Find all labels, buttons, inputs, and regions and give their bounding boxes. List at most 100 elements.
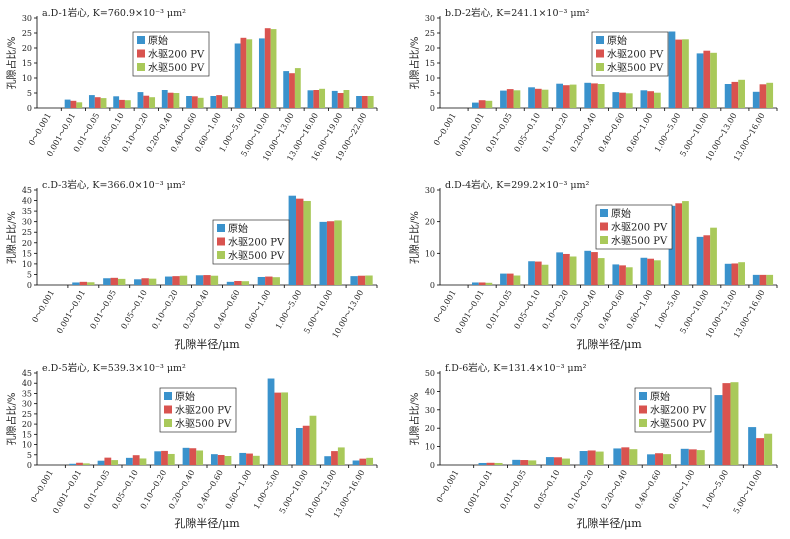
y-tick-label: 10 (22, 74, 32, 83)
y-tick-label: 25 (22, 228, 32, 237)
x-tick-label: 0～0.001 (432, 112, 458, 148)
legend-swatch (600, 222, 608, 231)
bar (240, 37, 247, 108)
y-tick-label: 35 (22, 207, 32, 216)
bar (584, 82, 592, 108)
chart-title: d.D-4岩心, K=299.2×10⁻³ μm² (445, 179, 590, 191)
bar (125, 457, 133, 465)
y-tick-label: 30 (425, 14, 435, 23)
bar (264, 28, 271, 109)
bar (82, 463, 90, 465)
bar (696, 53, 704, 108)
y-tick-label: 20 (425, 424, 435, 433)
bar (478, 282, 486, 285)
x-tick-label: 5.00～10.00 (678, 289, 710, 336)
bar (653, 92, 661, 108)
y-tick-label: 0 (430, 104, 435, 113)
y-tick-label: 10 (22, 260, 32, 269)
bar (494, 462, 503, 465)
bar (647, 454, 656, 465)
bar (132, 455, 140, 465)
x-tick-label: 0～0.001 (432, 289, 458, 325)
bar (647, 258, 654, 285)
chart-panel-2: 0 5 10 15 20 25 30 孔隙占比/% b.D-2岩心, K=241.1×10⁻³ … (408, 7, 778, 163)
legend-swatch (639, 405, 647, 414)
y-tick-label: 10 (425, 74, 435, 83)
legend-swatch (164, 392, 172, 400)
y-tick-label: 15 (22, 430, 32, 439)
bar (350, 276, 358, 285)
x-tick-label: 0.05～0.10 (532, 469, 562, 511)
x-tick-label: 0.05～0.10 (512, 289, 542, 331)
bar (653, 260, 661, 285)
bar (587, 450, 596, 465)
bar (619, 92, 626, 108)
bar (281, 392, 289, 465)
bar (569, 256, 577, 285)
x-tick-label: 0.40～0.60 (212, 289, 242, 331)
bar (326, 221, 335, 285)
bar (197, 97, 204, 108)
bar (167, 453, 175, 465)
legend-label: 水驱200 PV (148, 49, 205, 61)
chart-title: e.D-5岩心, K=539.3×10⁻³ μm² (42, 362, 186, 374)
x-tick-label: 13.00～16.00 (332, 469, 367, 520)
bar (246, 453, 253, 465)
x-tick-label: 0.01～0.05 (484, 289, 514, 331)
bar (752, 274, 760, 285)
bar (682, 201, 689, 285)
bar (613, 448, 622, 465)
bar (629, 449, 638, 465)
bar (513, 275, 521, 285)
bar (520, 460, 529, 465)
bar (79, 281, 88, 285)
x-tick-label: 1.00～5.00 (252, 469, 282, 511)
legend-box (634, 387, 712, 433)
x-tick-label: 0.20～0.40 (181, 289, 211, 331)
bar (182, 447, 190, 465)
y-tick-label: 45 (22, 186, 32, 195)
bar (640, 90, 648, 108)
bar (556, 252, 564, 285)
bar (625, 267, 633, 285)
bar (110, 277, 118, 285)
bar (352, 460, 360, 465)
bar (124, 100, 131, 108)
y-tick-label: 15 (425, 59, 435, 68)
y-tick-label: 50 (425, 369, 435, 378)
bar (724, 84, 732, 108)
y-tick-label: 40 (22, 197, 32, 206)
bar (485, 100, 493, 108)
legend-swatch (596, 36, 604, 44)
bar (512, 459, 521, 465)
bar (584, 250, 592, 285)
legend-label: 水驱200 PV (228, 237, 285, 249)
bar (696, 450, 705, 465)
bar (675, 39, 683, 108)
bar (217, 454, 225, 465)
bar (569, 84, 577, 108)
y-tick-label: 25 (22, 410, 32, 419)
legend-label: 原始 (175, 390, 195, 403)
bar (500, 90, 507, 108)
bar (72, 282, 80, 285)
x-tick-label: 0.05～0.10 (110, 469, 140, 511)
x-tick-label: 0.40～0.60 (597, 112, 627, 154)
y-tick-label: 30 (22, 400, 32, 409)
x-tick-label: 0～0.001 (27, 112, 53, 148)
bar (724, 263, 732, 285)
bar (226, 281, 235, 285)
bar (337, 93, 344, 108)
bar (270, 29, 277, 109)
x-tick-label: 0.10～0.20 (541, 289, 571, 331)
bar (149, 97, 156, 108)
legend-label: 原始 (228, 222, 248, 235)
bar (365, 275, 373, 285)
bar (76, 462, 83, 465)
bar (478, 100, 486, 108)
y-tick-label: 30 (425, 186, 435, 195)
bar (210, 96, 217, 108)
x-tick-label: 1.00～5.00 (701, 469, 731, 511)
bar (111, 460, 119, 465)
bar (76, 102, 83, 108)
